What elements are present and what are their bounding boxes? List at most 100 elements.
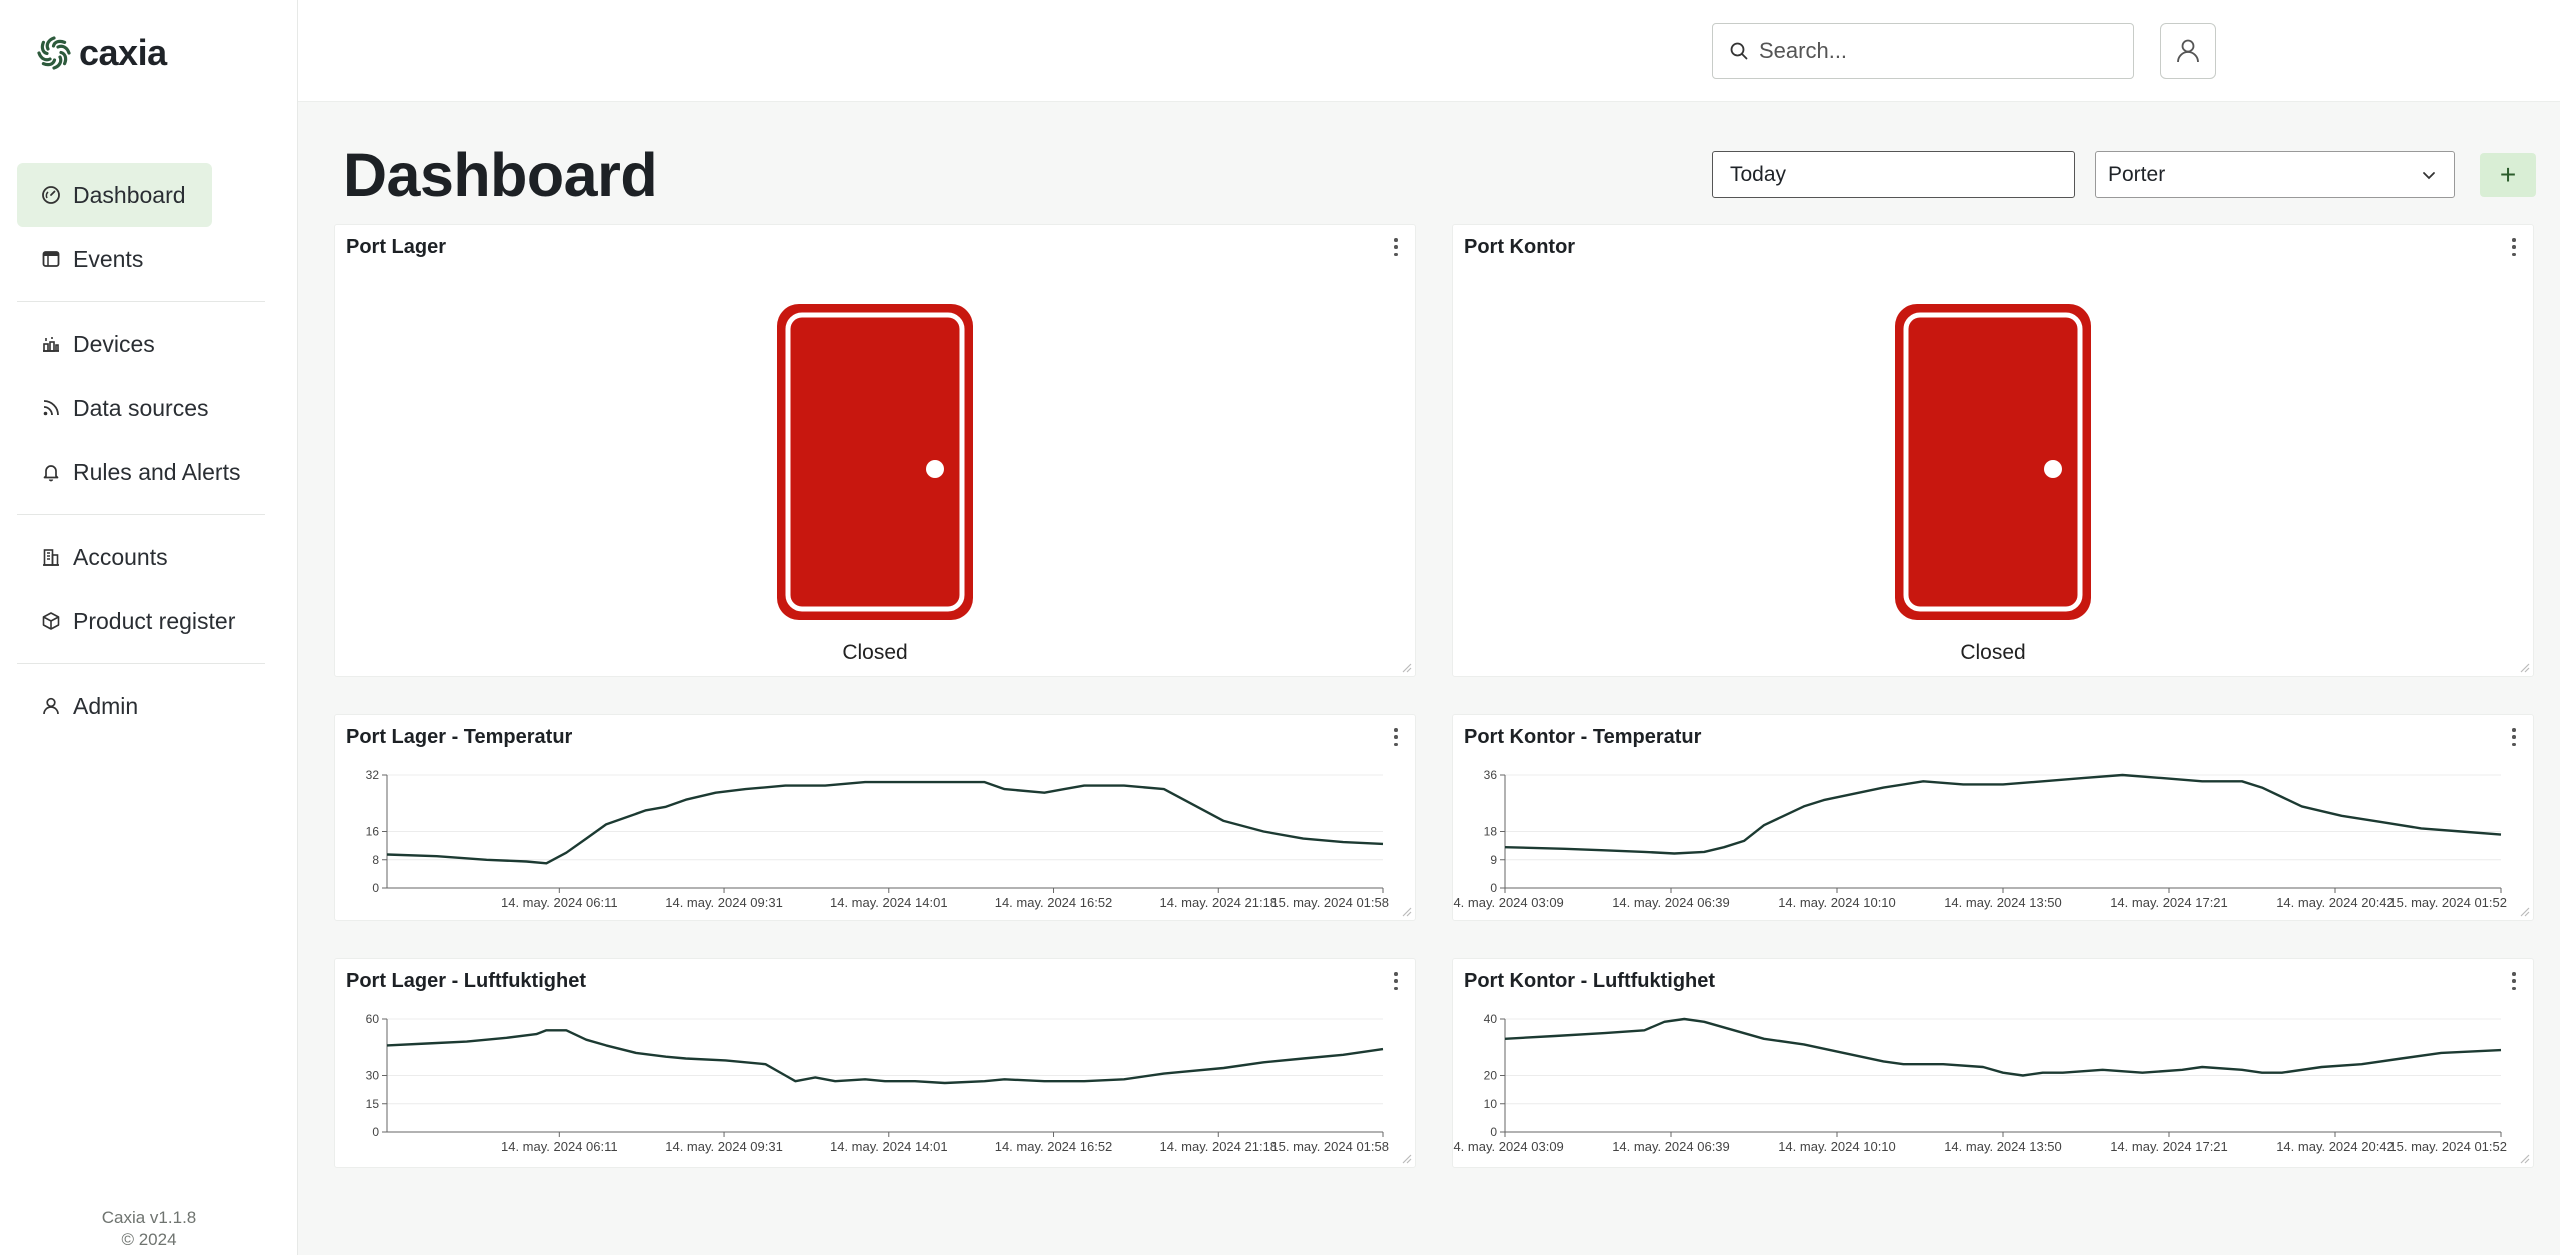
y-tick-label: 20 [1484, 1069, 1498, 1083]
sidebar-item-rules-alerts[interactable]: Rules and Alerts [17, 440, 265, 504]
resize-handle-icon[interactable] [2518, 661, 2530, 673]
sidebar-item-dashboard[interactable]: Dashboard [17, 163, 212, 227]
y-tick-label: 36 [1484, 768, 1498, 782]
sidebar-item-accounts[interactable]: Accounts [17, 525, 265, 589]
series-line [1504, 773, 2502, 855]
calendar-table-icon [41, 249, 61, 269]
x-tick-label: 14. may. 2024 09:31 [665, 1139, 783, 1154]
sidebar-item-product-register[interactable]: Product register [17, 589, 265, 653]
resize-handle-icon[interactable] [1400, 905, 1412, 917]
x-tick-label: 14. may. 2024 09:31 [665, 895, 783, 910]
group-select[interactable]: Porter [2095, 151, 2455, 198]
logo[interactable]: caxia [35, 32, 167, 74]
x-tick-label: 15. may. 2024 01:52 [2389, 895, 2507, 910]
sidebar-item-label: Rules and Alerts [73, 458, 241, 485]
user-menu-button[interactable] [2160, 23, 2216, 79]
sidebar-item-label: Data sources [73, 394, 209, 421]
y-tick-label: 0 [1490, 1125, 1497, 1139]
resize-handle-icon[interactable] [1400, 1152, 1412, 1164]
resize-handle-icon[interactable] [2518, 905, 2530, 917]
sidebar-item-label: Events [73, 245, 144, 272]
y-tick-label: 0 [1490, 881, 1497, 895]
x-tick-label: 14. may. 2024 21:18 [1159, 895, 1277, 910]
sidebar-item-label: Product register [73, 607, 236, 634]
series-line [386, 780, 1384, 865]
sidebar: caxia Dashboard Events Devices Data s [0, 0, 298, 1255]
resize-handle-icon[interactable] [1400, 661, 1412, 673]
x-tick-label: 15. may. 2024 01:58 [1271, 895, 1389, 910]
door-closed-icon [775, 302, 975, 627]
add-widget-button[interactable]: + [2480, 153, 2536, 197]
x-tick-label: 14. may. 2024 16:52 [995, 1139, 1113, 1154]
page-title: Dashboard [343, 141, 658, 209]
copyright-label: © 2024 [121, 1230, 177, 1249]
x-tick-label: 14. may. 2024 17:21 [2110, 1139, 2228, 1154]
sidebar-item-label: Devices [73, 330, 155, 357]
line-chart: 0 9 18 36 14. may. 2024 03:09 14. may. 2024 0… [1453, 768, 2507, 910]
nav-divider [17, 663, 265, 664]
x-tick-label: 14. may. 2024 06:11 [501, 1139, 618, 1154]
user-icon [2177, 39, 2199, 63]
topbar [298, 0, 2560, 102]
line-chart: 0 8 16 32 14. may. 2024 06:11 14. may. 2024 0… [366, 768, 1389, 910]
y-tick-label: 40 [1484, 1012, 1498, 1026]
caxia-logo-icon [37, 36, 71, 70]
x-tick-label: 14. may. 2024 17:21 [2110, 895, 2228, 910]
sidebar-item-devices[interactable]: Devices [17, 312, 265, 376]
search-input[interactable] [1759, 38, 2119, 64]
widget-title: Port Lager - Luftfuktighet [346, 970, 586, 992]
door-status: Closed [842, 641, 908, 664]
more-options-icon[interactable] [1391, 725, 1401, 749]
x-tick-label: 14. may. 2024 20:42 [2276, 895, 2394, 910]
devices-icon [41, 334, 61, 354]
building-icon [41, 547, 61, 567]
search-box[interactable] [1712, 23, 2134, 79]
version-label: Caxia v1.1.8 [101, 1208, 197, 1227]
plus-icon: + [2499, 159, 2517, 190]
app-name: caxia [79, 32, 167, 73]
x-tick-label: 14. may. 2024 06:39 [1612, 895, 1730, 910]
widget-title: Port Kontor - Temperatur [1464, 726, 1702, 748]
x-tick-label: 14. may. 2024 06:11 [501, 895, 618, 910]
y-tick-label: 18 [1484, 825, 1498, 839]
widget-title: Port Lager - Temperatur [346, 726, 573, 748]
door-widget-kontor: Port Kontor Closed [1452, 224, 2534, 677]
search-icon [1730, 42, 1748, 60]
y-tick-label: 30 [366, 1069, 380, 1083]
sidebar-item-data-sources[interactable]: Data sources [17, 376, 265, 440]
date-range-input[interactable]: Today [1712, 151, 2075, 198]
x-tick-label: 14. may. 2024 10:10 [1778, 1139, 1896, 1154]
widget-title: Port Kontor - Luftfuktighet [1464, 970, 1716, 992]
more-options-icon[interactable] [1391, 235, 1401, 259]
chart-widget-hum-kontor: Port Kontor - Luftfuktighet 0 10 20 40 14. m… [1452, 958, 2534, 1168]
more-options-icon[interactable] [2509, 725, 2519, 749]
user-icon [41, 696, 61, 716]
sidebar-item-events[interactable]: Events [17, 227, 265, 291]
line-chart: 0 15 30 60 14. may. 2024 06:11 14. may. 2024 … [366, 1012, 1389, 1154]
x-tick-label: 15. may. 2024 01:58 [1271, 1139, 1389, 1154]
nav-divider [17, 301, 265, 302]
nav-divider [17, 514, 265, 515]
y-tick-label: 60 [366, 1012, 380, 1026]
line-chart: 0 10 20 40 14. may. 2024 03:09 14. may. 2024 … [1453, 1012, 2507, 1154]
widget-title: Port Lager [346, 236, 447, 258]
y-tick-label: 10 [1484, 1097, 1498, 1111]
sidebar-item-label: Accounts [73, 543, 168, 570]
more-options-icon[interactable] [2509, 969, 2519, 993]
more-options-icon[interactable] [1391, 969, 1401, 993]
x-tick-label: 14. may. 2024 14:01 [830, 895, 948, 910]
x-tick-label: 14. may. 2024 10:10 [1778, 895, 1896, 910]
bell-icon [41, 462, 61, 482]
y-tick-label: 32 [366, 768, 380, 782]
x-tick-label: 14. may. 2024 16:52 [995, 895, 1113, 910]
box-icon [41, 611, 61, 631]
gauge-icon [41, 185, 61, 205]
chart-widget-temp-kontor: Port Kontor - Temperatur 0 9 18 36 14. may. … [1452, 714, 2534, 921]
resize-handle-icon[interactable] [2518, 1152, 2530, 1164]
rss-icon [41, 398, 61, 418]
y-tick-label: 15 [366, 1097, 380, 1111]
chart-widget-temp-lager: Port Lager - Temperatur 0 8 16 32 14. may. 2… [334, 714, 1416, 921]
date-range-value: Today [1730, 162, 1787, 186]
sidebar-item-admin[interactable]: Admin [17, 674, 265, 738]
more-options-icon[interactable] [2509, 235, 2519, 259]
